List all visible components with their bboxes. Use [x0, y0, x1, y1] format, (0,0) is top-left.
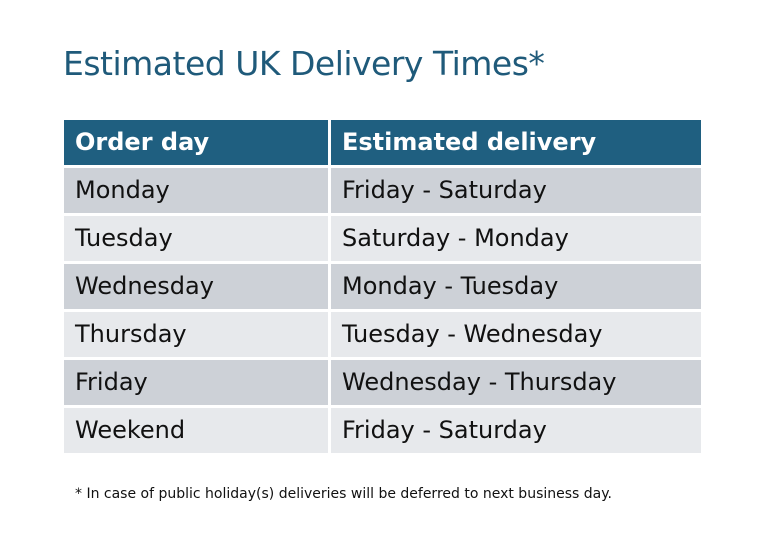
delivery-cell: Friday - Saturday: [331, 408, 701, 453]
order-day-cell: Weekend: [64, 408, 328, 453]
table-row: Friday Wednesday - Thursday: [64, 360, 701, 405]
order-day-cell: Friday: [64, 360, 328, 405]
table-row: Monday Friday - Saturday: [64, 168, 701, 213]
order-day-cell: Wednesday: [64, 264, 328, 309]
table-row: Tuesday Saturday - Monday: [64, 216, 701, 261]
header-estimated-delivery: Estimated delivery: [331, 120, 701, 165]
delivery-cell: Saturday - Monday: [331, 216, 701, 261]
table-row: Thursday Tuesday - Wednesday: [64, 312, 701, 357]
table-row: Weekend Friday - Saturday: [64, 408, 701, 453]
footnote: * In case of public holiday(s) deliverie…: [75, 486, 612, 502]
delivery-cell: Tuesday - Wednesday: [331, 312, 701, 357]
table-row: Wednesday Monday - Tuesday: [64, 264, 701, 309]
delivery-table: Order day Estimated delivery Monday Frid…: [64, 120, 701, 456]
header-order-day: Order day: [64, 120, 328, 165]
delivery-cell: Wednesday - Thursday: [331, 360, 701, 405]
delivery-cell: Friday - Saturday: [331, 168, 701, 213]
order-day-cell: Monday: [64, 168, 328, 213]
table-header: Order day Estimated delivery: [64, 120, 701, 165]
delivery-cell: Monday - Tuesday: [331, 264, 701, 309]
page-title: Estimated UK Delivery Times*: [63, 44, 545, 83]
order-day-cell: Thursday: [64, 312, 328, 357]
order-day-cell: Tuesday: [64, 216, 328, 261]
